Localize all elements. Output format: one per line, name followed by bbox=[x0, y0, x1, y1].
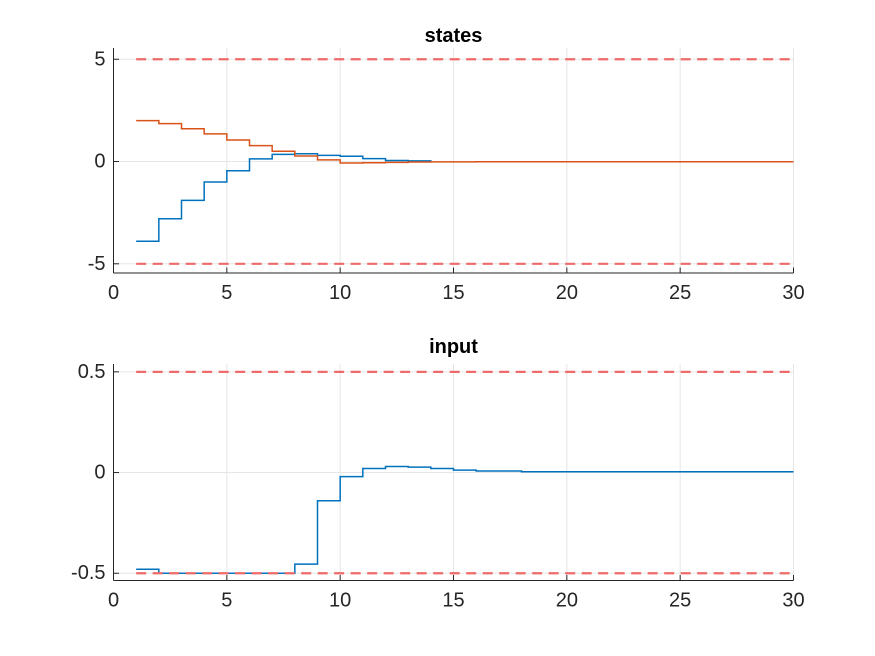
states-plot-title: states bbox=[424, 25, 483, 47]
y-tick-label: -0.5 bbox=[71, 562, 105, 584]
y-tick-label: -5 bbox=[88, 253, 106, 275]
x-tick-label: 5 bbox=[221, 282, 232, 304]
input-plot-title: input bbox=[429, 336, 478, 358]
y-tick-label: 0 bbox=[94, 151, 105, 173]
x-tick-label: 10 bbox=[329, 590, 351, 612]
x-tick-label: 30 bbox=[782, 282, 804, 304]
x-tick-label: 20 bbox=[556, 590, 578, 612]
y-tick-label: 0.5 bbox=[78, 361, 106, 383]
y-tick-label: 0 bbox=[94, 462, 105, 484]
series-state-x2 bbox=[136, 119, 794, 164]
y-tick-label: 5 bbox=[94, 48, 105, 70]
x-tick-label: 15 bbox=[442, 590, 464, 612]
x-tick-label: 25 bbox=[669, 590, 691, 612]
series-input-u bbox=[136, 465, 794, 574]
x-tick-label: 30 bbox=[782, 590, 804, 612]
x-tick-label: 20 bbox=[556, 282, 578, 304]
x-tick-label: 10 bbox=[329, 282, 351, 304]
x-tick-label: 0 bbox=[108, 282, 119, 304]
x-tick-label: 5 bbox=[221, 590, 232, 612]
x-tick-label: 0 bbox=[108, 590, 119, 612]
x-tick-label: 15 bbox=[442, 282, 464, 304]
series-state-x1 bbox=[136, 153, 432, 243]
x-tick-label: 25 bbox=[669, 282, 691, 304]
